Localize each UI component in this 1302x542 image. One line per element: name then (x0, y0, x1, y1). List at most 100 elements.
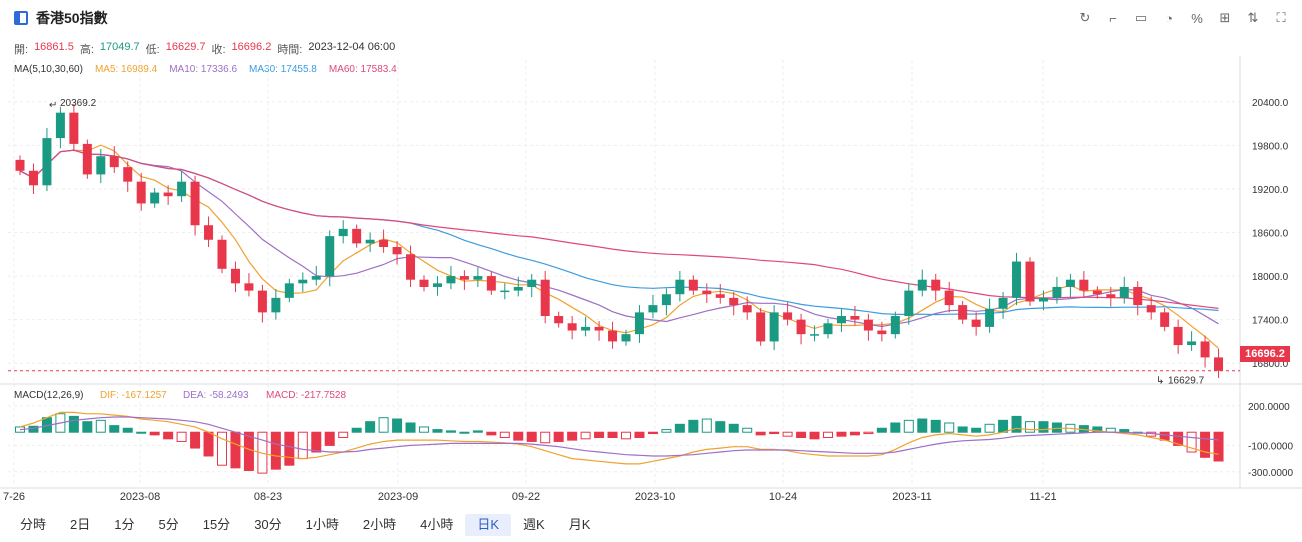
macd-bar (1038, 421, 1049, 433)
compare-icon[interactable]: ⇅ (1247, 10, 1259, 25)
candle-body (55, 112, 65, 139)
macd-bar (728, 423, 739, 433)
open-label: 開: (14, 44, 29, 56)
candle-body (581, 326, 591, 331)
macd-bar (203, 431, 214, 457)
grid-icon[interactable]: ⊞ (1219, 10, 1231, 25)
timeframe-tab[interactable]: 月K (568, 517, 591, 532)
candle-body (1173, 326, 1183, 346)
candle-body (567, 323, 577, 331)
timeframe-tab[interactable]: 15分 (202, 517, 231, 532)
macd-bar (311, 431, 322, 453)
timeframe-tab[interactable]: 週K (523, 517, 545, 532)
candle-body (1038, 297, 1048, 302)
candle-body (271, 297, 281, 313)
candle-body (702, 290, 712, 295)
percent-icon[interactable]: % (1191, 10, 1203, 26)
macd-bar (68, 415, 79, 433)
macd-legend-item: DEA: -58.2493 (183, 390, 249, 401)
low-label: 低: (145, 44, 160, 56)
candle-body (1079, 279, 1089, 291)
dif-line (19, 411, 1219, 465)
candle-body (298, 279, 308, 284)
price-axis-label: 17400.0 (1252, 316, 1289, 327)
timeframe-tab[interactable]: 2小時 (362, 517, 397, 532)
macd-bar (782, 431, 793, 437)
candle-body (136, 181, 146, 204)
macd-bar (1025, 421, 1035, 433)
timeframe-tab[interactable]: 2日 (70, 517, 91, 532)
dea-line (19, 416, 1219, 457)
candle-body (150, 192, 160, 204)
timeframe-tab[interactable]: 1分 (114, 517, 135, 532)
macd-bar (1119, 429, 1130, 433)
macd-bar (284, 431, 295, 466)
candle-body (500, 290, 510, 293)
macd-bar (109, 425, 120, 433)
candle-body (648, 305, 658, 313)
refresh-icon[interactable]: ↻ (1079, 10, 1091, 25)
candle-body (621, 334, 631, 342)
macd-bar (1011, 415, 1022, 433)
macd-bar (769, 431, 780, 435)
candle-body (190, 181, 200, 226)
macd-bar (95, 419, 106, 433)
high-value: 17049.7 (99, 41, 140, 53)
macd-bar (163, 431, 174, 440)
candle-body (810, 334, 820, 336)
price-chart[interactable]: 20400.0 19800.0 19200.0 18600.0 18000.0 17400… (0, 54, 1302, 514)
macd-bar (1051, 422, 1062, 433)
candle-body (1119, 286, 1129, 298)
fullscreen-icon[interactable]: ⛶ (1276, 10, 1286, 25)
x-axis-label: 2023-11 (892, 491, 932, 503)
macd-bar (243, 431, 254, 471)
candle-body (338, 228, 348, 237)
candle-body (244, 283, 254, 291)
high-arrow-icon: ↵ (49, 100, 57, 111)
macd-bar (634, 431, 645, 439)
x-axis-label: 2023-10 (635, 491, 675, 503)
candle-body (1106, 294, 1116, 298)
timeframe-tab[interactable]: 日K (465, 514, 512, 536)
macd-bar (82, 421, 93, 433)
macd-axis-label: -100.0000 (1248, 441, 1293, 452)
index-flag-icon (14, 11, 28, 25)
candle-body (608, 330, 618, 342)
pie-icon[interactable]: ◔ (1165, 10, 1173, 26)
price-axis-label: 19800.0 (1252, 141, 1289, 152)
ma60-line (19, 149, 1219, 309)
candle-body (836, 316, 846, 324)
macd-bar (836, 431, 847, 437)
candle-body (783, 312, 793, 320)
timeframe-tab[interactable]: 1小時 (305, 517, 339, 532)
x-axis-label: 7-26 (3, 491, 25, 503)
macd-bar (917, 418, 928, 433)
timeframe-tab[interactable]: 5分 (158, 517, 179, 532)
draw-icon[interactable]: ⌐ (1109, 10, 1117, 26)
price-axis-label: 18000.0 (1252, 272, 1289, 283)
price-axis-label: 20400.0 (1252, 98, 1289, 109)
timeframe-tab[interactable]: 4小時 (420, 517, 454, 532)
candle-body (958, 305, 968, 320)
candle-body (473, 276, 483, 280)
macd-bar (392, 418, 403, 433)
timeframe-tab[interactable]: 30分 (254, 517, 282, 532)
price-axis-label: 18600.0 (1252, 229, 1289, 240)
candle-body (486, 276, 496, 291)
close-value: 16696.2 (231, 41, 272, 53)
candle-body (325, 236, 335, 277)
chart-toolbar: ↻ ⌐ ▭ ◔ % ⊞ ⇅ ⛶ (1076, 9, 1290, 27)
open-value: 16861.5 (34, 41, 74, 53)
low-marker: 16629.7 (1168, 376, 1205, 387)
macd-bar (419, 426, 429, 433)
comment-icon[interactable]: ▭ (1134, 10, 1148, 25)
candle-body (432, 283, 442, 287)
macd-bar (876, 427, 887, 433)
candle-body (1200, 341, 1210, 358)
candle-body (890, 316, 900, 335)
macd-bar (971, 427, 982, 433)
candle-body (42, 138, 52, 186)
ma5-line (19, 144, 1219, 349)
timeframe-tab[interactable]: 分時 (20, 517, 47, 532)
candle-body (96, 156, 106, 175)
